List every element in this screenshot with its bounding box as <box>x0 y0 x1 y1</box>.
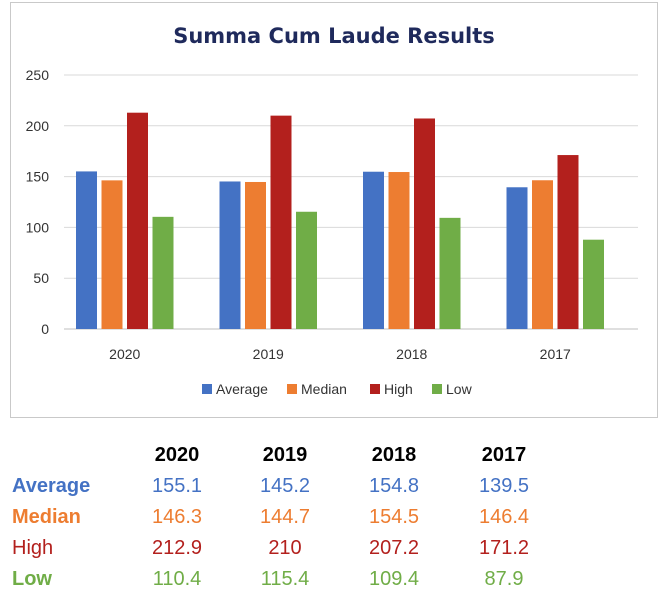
legend-swatch-low <box>432 384 442 394</box>
table-cell: 210 <box>268 537 302 559</box>
y-tick-label: 100 <box>26 219 50 235</box>
chart-frame: Summa Cum Laude Results 0 50 100 150 200 250 2… <box>10 2 658 418</box>
table-header-cell: 2018 <box>371 444 417 466</box>
table-cell: 109.4 <box>368 568 420 590</box>
bar-low-2018 <box>439 217 461 329</box>
table-header-cell: 2017 <box>481 444 527 466</box>
y-tick-label: 0 <box>41 321 49 337</box>
table-row-high: High 212.9 210 207.2 171.2 <box>12 533 572 564</box>
table-cell: 144.7 <box>259 506 311 528</box>
table-cell: 154.8 <box>368 475 420 497</box>
table-row-median: Median 146.3 144.7 154.5 146.4 <box>12 502 572 533</box>
bar-chart: Summa Cum Laude Results 0 50 100 150 200 250 2… <box>26 24 638 397</box>
y-tick-label: 50 <box>33 270 49 286</box>
bar-high-2020 <box>127 112 148 329</box>
x-tick-label: 2019 <box>253 346 284 362</box>
bar-average-2017 <box>506 187 528 329</box>
table-header-cell: 2020 <box>154 444 200 466</box>
bar-average-2020 <box>76 171 97 329</box>
bar-median-2017 <box>532 180 553 329</box>
bar-high-2018 <box>414 118 435 329</box>
y-tick-label: 250 <box>26 67 50 83</box>
legend-swatch-average <box>202 384 212 394</box>
table-row-low: Low 110.4 115.4 109.4 87.9 <box>12 564 572 595</box>
bar-average-2018 <box>363 171 384 329</box>
bar-high-2017 <box>557 155 579 329</box>
table-cell: 154.5 <box>368 506 420 528</box>
y-tick-label: 150 <box>26 169 50 185</box>
table-cell: 115.4 <box>260 568 310 590</box>
results-table: 2020 2019 2018 2017 Average 155.1 145.2 … <box>12 440 572 595</box>
row-label: Median <box>12 506 81 528</box>
table-cell: 146.3 <box>151 506 203 528</box>
chart-title: Summa Cum Laude Results <box>173 24 495 48</box>
table-cell: 212.9 <box>151 537 203 559</box>
row-label: High <box>12 537 54 559</box>
table-header-cell: 2019 <box>262 444 308 466</box>
table-cell: 110.4 <box>152 568 202 590</box>
legend-label-average: Average <box>216 381 268 397</box>
bar-median-2019 <box>245 181 266 329</box>
table-cell: 145.2 <box>259 475 311 497</box>
table-cell: 171.2 <box>478 537 530 559</box>
table-cell: 87.9 <box>484 568 524 590</box>
table-header-row: 2020 2019 2018 2017 <box>12 440 572 471</box>
x-tick-label: 2018 <box>396 346 427 362</box>
bar-median-2020 <box>101 180 123 329</box>
table-cell: 155.1 <box>151 475 203 497</box>
table-cell: 146.4 <box>478 506 530 528</box>
bar-low-2020 <box>152 216 174 329</box>
bar-low-2019 <box>296 211 317 329</box>
x-tick-label: 2020 <box>109 346 140 362</box>
bar-low-2017 <box>583 239 604 329</box>
legend-swatch-median <box>287 384 297 394</box>
table-cell: 207.2 <box>368 537 420 559</box>
y-tick-label: 200 <box>26 118 50 134</box>
row-label: Low <box>12 568 52 590</box>
table-row-average: Average 155.1 145.2 154.8 139.5 <box>12 471 572 502</box>
bar-median-2018 <box>388 172 410 329</box>
bar-high-2019 <box>270 115 292 329</box>
row-label: Average <box>12 475 91 497</box>
legend-label-high: High <box>384 381 413 397</box>
legend-label-median: Median <box>301 381 347 397</box>
legend-label-low: Low <box>446 381 473 397</box>
legend-swatch-high <box>370 384 380 394</box>
x-tick-label: 2017 <box>540 346 571 362</box>
bar-average-2019 <box>219 181 241 329</box>
table-cell: 139.5 <box>478 475 530 497</box>
